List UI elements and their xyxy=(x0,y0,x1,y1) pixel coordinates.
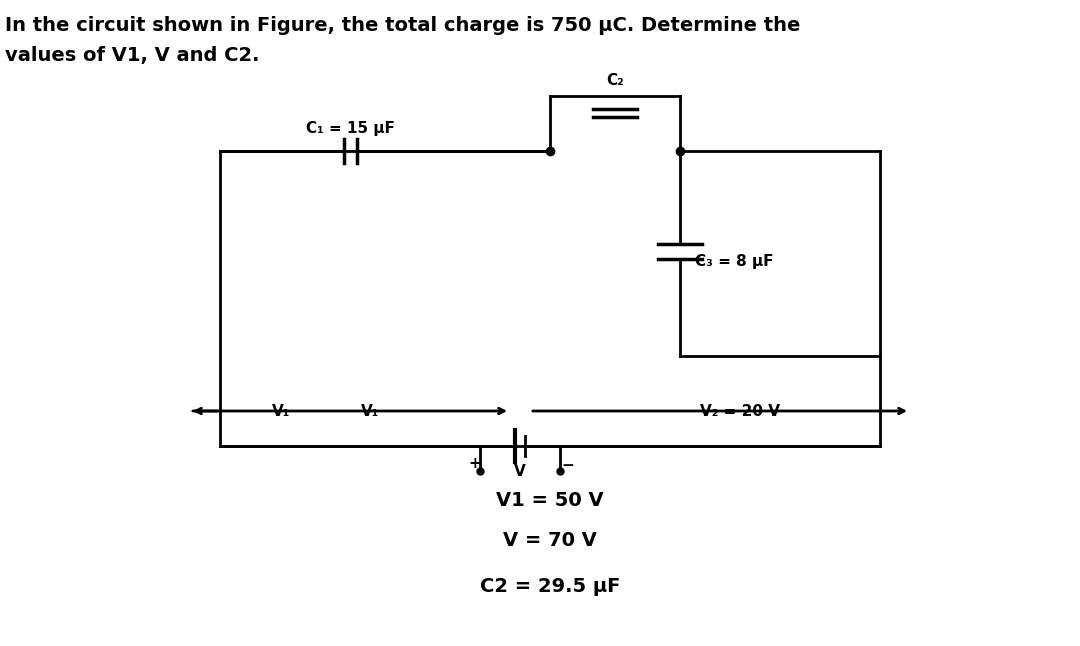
Text: C₃ = 8 μF: C₃ = 8 μF xyxy=(696,253,773,269)
Text: V₁: V₁ xyxy=(272,404,291,419)
Text: V = 70 V: V = 70 V xyxy=(503,532,597,550)
Text: C₂: C₂ xyxy=(606,73,624,88)
Text: V₁: V₁ xyxy=(361,404,379,419)
Text: V: V xyxy=(514,463,526,479)
Text: V1 = 50 V: V1 = 50 V xyxy=(496,492,604,510)
Text: V₂ = 20 V: V₂ = 20 V xyxy=(700,404,780,419)
Text: C2 = 29.5 μF: C2 = 29.5 μF xyxy=(480,576,620,596)
Text: C₁ = 15 μF: C₁ = 15 μF xyxy=(306,121,394,136)
Text: +: + xyxy=(469,455,482,470)
Text: In the circuit shown in Figure, the total charge is 750 μC. Determine the: In the circuit shown in Figure, the tota… xyxy=(5,16,800,35)
Text: values of V1, V and C2.: values of V1, V and C2. xyxy=(5,46,259,65)
Text: −: − xyxy=(562,459,575,474)
